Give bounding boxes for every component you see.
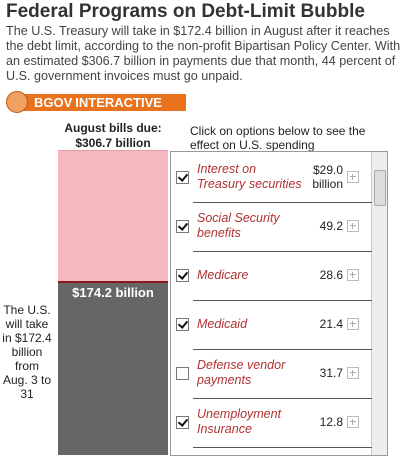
side-note: The U.S. will take in $172.4 billion fro… <box>2 303 52 401</box>
option-amount: 28.6 <box>319 268 343 282</box>
logo-icon <box>6 91 28 113</box>
separator <box>193 300 372 301</box>
bar-title: August bills due: $306.7 billion <box>50 121 176 151</box>
scroll-thumb[interactable] <box>374 170 386 206</box>
title: Federal Programs on Debt-Limit Bubble <box>6 1 365 22</box>
description: The U.S. Treasury will take in $172.4 bi… <box>6 24 401 83</box>
logo-product: INTERACTIVE <box>75 95 162 110</box>
logo: BGOV INTERACTIVE <box>6 91 186 113</box>
checkbox[interactable] <box>176 318 189 331</box>
option-label[interactable]: Interest on Treasury securities <box>197 162 302 191</box>
separator <box>193 349 372 350</box>
option-label[interactable]: Defense vendor payments <box>197 358 286 387</box>
expand-button[interactable] <box>347 269 359 281</box>
scrollbar[interactable] <box>371 152 387 455</box>
option-amount: 31.7 <box>319 366 343 380</box>
separator <box>193 202 372 203</box>
income-label: $174.2 billion <box>72 284 154 300</box>
total-label: $306.7 billion <box>75 136 151 150</box>
option-row: Social Security benefits 49.2 <box>171 201 372 252</box>
option-label[interactable]: Medicare <box>197 267 249 282</box>
checkbox[interactable] <box>176 416 189 429</box>
logo-brand: BGOV <box>34 95 73 110</box>
option-amount: $29.0 billion <box>312 163 343 191</box>
options-list: Interest on Treasury securities $29.0 bil… <box>170 151 388 456</box>
expand-button[interactable] <box>347 416 359 428</box>
expand-button[interactable] <box>347 367 359 379</box>
bar-heading: August bills due: <box>64 121 162 135</box>
option-row: Medicare 28.6 <box>171 250 372 301</box>
checkbox[interactable] <box>176 171 189 184</box>
logo-band <box>20 94 186 111</box>
instruction: Click on options below to see the effect… <box>190 124 366 152</box>
option-row: Defense vendor payments 31.7 <box>171 348 372 399</box>
checkbox[interactable] <box>176 269 189 282</box>
bar-income <box>58 280 168 455</box>
option-row: Interest on Treasury securities $29.0 bil… <box>171 152 372 203</box>
separator <box>193 398 372 399</box>
separator <box>193 447 372 448</box>
option-label[interactable]: Unemployment Insurance <box>197 407 282 436</box>
expand-button[interactable] <box>347 220 359 232</box>
separator <box>193 251 372 252</box>
logo-text: BGOV INTERACTIVE <box>34 95 162 110</box>
option-label[interactable]: Social Security benefits <box>197 211 280 240</box>
option-row: Medicaid 21.4 <box>171 299 372 350</box>
option-amount: 49.2 <box>319 219 343 233</box>
checkbox[interactable] <box>176 220 189 233</box>
expand-button[interactable] <box>347 318 359 330</box>
checkbox[interactable] <box>176 367 189 380</box>
option-amount: 21.4 <box>319 317 343 331</box>
expand-button[interactable] <box>347 171 359 183</box>
option-row: Unemployment Insurance 12.8 <box>171 397 372 448</box>
option-label[interactable]: Medicaid <box>197 316 248 331</box>
option-amount: 12.8 <box>319 415 343 429</box>
